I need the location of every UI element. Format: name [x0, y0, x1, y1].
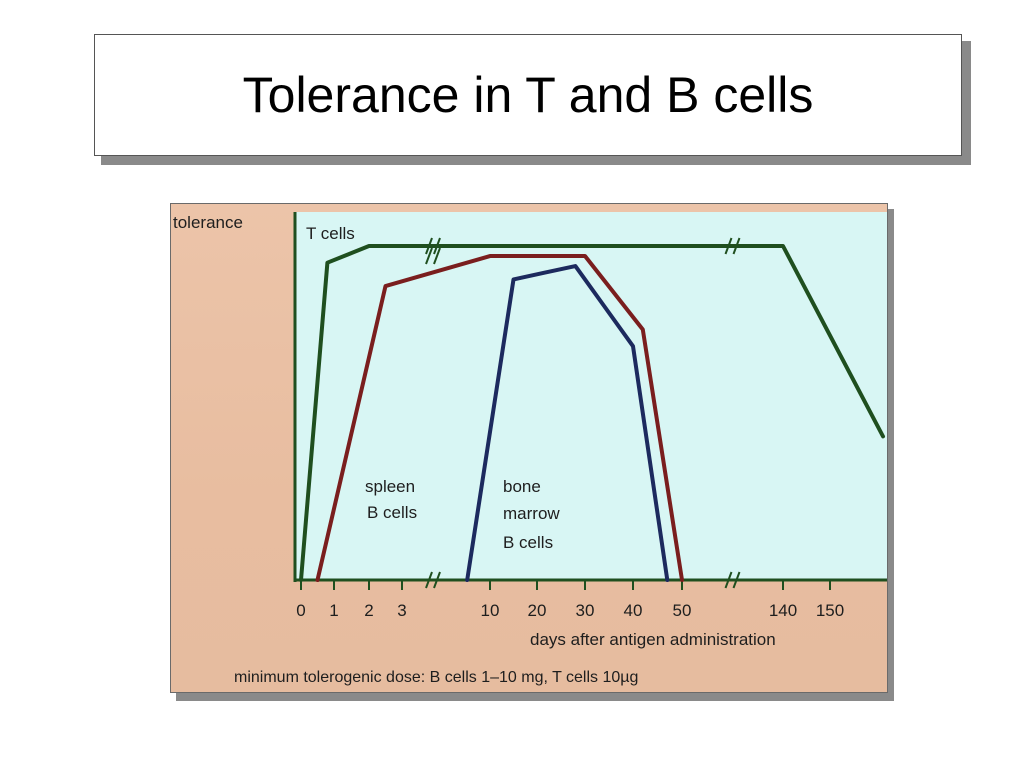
slide-title: Tolerance in T and B cells [242, 67, 814, 123]
series-line-2 [465, 264, 670, 582]
x-tick-label: 10 [481, 601, 500, 620]
series-label-t-cells: T cells [306, 224, 355, 243]
axis-break-mark [425, 247, 441, 265]
x-tick-label: 20 [528, 601, 547, 620]
axis-break-mark [724, 571, 741, 589]
y-axis-label: tolerance [173, 213, 243, 232]
x-tick-label: 3 [397, 601, 406, 620]
title-box: Tolerance in T and B cells [94, 34, 962, 156]
series-label-marrow-line-2: marrow [503, 504, 560, 523]
x-tick-label: 40 [624, 601, 643, 620]
series-label-marrow-line-1: bone [503, 477, 541, 496]
x-tick-label: 2 [364, 601, 373, 620]
axis-break-mark [425, 571, 441, 589]
series-line-0 [299, 244, 885, 582]
x-tick-label: 1 [329, 601, 338, 620]
footnote: minimum tolerogenic dose: B cells 1–10 m… [234, 669, 638, 686]
chart-svg: tolerance T cells spleen B cells bone ma… [173, 212, 887, 686]
chart-figure: tolerance T cells spleen B cells bone ma… [170, 203, 888, 693]
axis-break-mark [425, 237, 441, 255]
x-tick-label: 150 [816, 601, 844, 620]
x-axis-label: days after antigen administration [530, 630, 776, 649]
series-label-spleen-line-1: spleen [365, 477, 415, 496]
x-tick-label: 30 [576, 601, 595, 620]
series-line-1 [315, 254, 684, 582]
x-tick-label: 140 [769, 601, 797, 620]
x-tick-label: 0 [296, 601, 305, 620]
plot-area [295, 212, 887, 580]
x-tick-label: 50 [673, 601, 692, 620]
series-label-spleen-line-2: B cells [367, 503, 417, 522]
series-label-marrow-line-3: B cells [503, 533, 553, 552]
axis-break-mark [724, 237, 741, 255]
